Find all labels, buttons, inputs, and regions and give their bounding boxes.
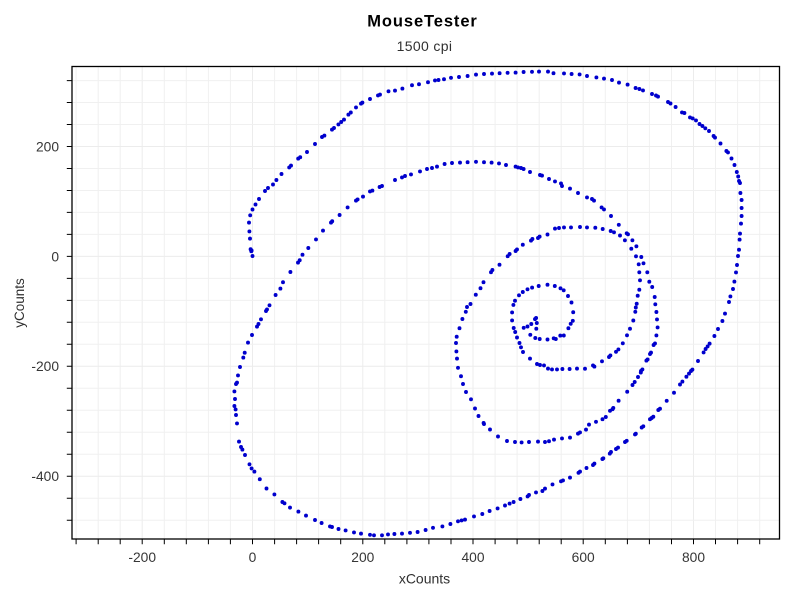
svg-text:200: 200 (36, 139, 59, 154)
svg-text:1500 cpi: 1500 cpi (397, 38, 453, 54)
svg-text:yCounts: yCounts (12, 278, 27, 328)
svg-text:MouseTester: MouseTester (367, 13, 477, 31)
svg-text:-200: -200 (31, 359, 59, 374)
svg-text:xCounts: xCounts (399, 571, 450, 587)
svg-text:200: 200 (351, 550, 374, 565)
svg-text:0: 0 (51, 249, 59, 264)
svg-text:800: 800 (682, 550, 705, 565)
svg-text:-200: -200 (128, 550, 156, 565)
svg-text:0: 0 (249, 550, 257, 565)
svg-text:400: 400 (461, 550, 484, 565)
svg-text:600: 600 (572, 550, 595, 565)
svg-text:-400: -400 (31, 469, 59, 484)
